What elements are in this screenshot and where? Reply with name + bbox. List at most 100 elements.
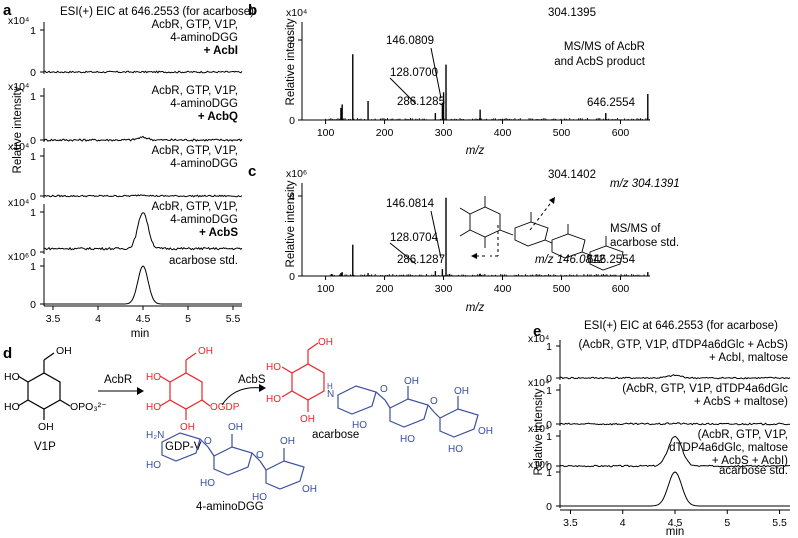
panel-a-scale-1: x10⁴: [8, 81, 29, 93]
panel-a-ytick-top-3: 1: [30, 207, 36, 219]
svg-text:O: O: [430, 396, 438, 407]
panel-e-trace-1: [559, 422, 791, 426]
svg-text:OH: OH: [280, 436, 295, 447]
svg-text:HO: HO: [252, 492, 267, 503]
panel-e-cond-3-0: acarbose std.: [719, 465, 788, 477]
svg-text:HO: HO: [4, 371, 20, 383]
panel-a-trace-0: [44, 70, 243, 74]
svg-text:OH: OH: [198, 346, 213, 357]
panel-c-scale: x10⁶: [286, 168, 307, 180]
svg-text:OH: OH: [478, 426, 493, 437]
panel-e-ytick-top-0: 1: [546, 341, 552, 353]
panel-c-spectrum: [325, 197, 650, 276]
svg-text:H: H: [327, 382, 333, 391]
panel-c-annot-2: acarbose std.: [610, 237, 679, 249]
panel-c-arrowhead-146: [471, 253, 477, 259]
panel-e-xtick-3: 5: [724, 517, 730, 529]
aminodgg-structure: [161, 432, 305, 490]
panel-a-cond-3-1: 4-aminoDGG: [170, 214, 238, 226]
panel-a-cond-1-1: 4-aminoDGG: [170, 98, 238, 110]
svg-text:OH: OH: [180, 422, 195, 433]
panel-e-cond-1-0: (AcbR, GTP, V1P, dTDP4a6dGlc: [622, 383, 788, 395]
svg-text:H₂N: H₂N: [146, 430, 164, 441]
panel-b-label-286: 286.1285: [397, 96, 445, 108]
panel-e-ytick-top-1: 1: [546, 385, 552, 397]
panel-a-trace-4: [44, 265, 242, 305]
panel-a-xtick-3: 5: [185, 313, 191, 325]
svg-text:OH: OH: [404, 376, 419, 387]
svg-text:OH: OH: [318, 337, 333, 348]
panel-c-ytick-4: 4: [289, 191, 295, 203]
panel-d-label: d: [3, 345, 12, 362]
svg-text:HO: HO: [200, 478, 215, 489]
panel-a-scale-4: x10⁶: [8, 251, 29, 263]
panel-a-scale-2: x10⁴: [8, 141, 29, 153]
panel-a-ytick-bot-1: 0: [30, 135, 36, 147]
svg-text:HO: HO: [352, 420, 367, 431]
panel-e-cond-2-2: + AcbS + AcbI): [712, 455, 788, 467]
panel-e-xtick-1: 4: [620, 517, 626, 529]
panel-e-scale-0: x10⁴: [528, 333, 549, 345]
panel-b-ytick-2: 2: [289, 35, 295, 47]
svg-text:N: N: [327, 389, 334, 400]
panel-a-cond-3-0: AcbR, GTP, V1P,: [151, 201, 238, 213]
panel-e-trace-0: [559, 374, 791, 380]
panel-e-ytick-top-2: 1: [546, 431, 552, 443]
panel-b-xtick-5: 600: [612, 127, 630, 139]
panel-e-scale-2: x10⁴: [528, 423, 549, 435]
panel-a-scale-3: x10⁴: [8, 197, 29, 209]
acarbose-label: acarbose: [312, 429, 359, 441]
panel-a-cond-0-0: AcbR, GTP, V1P,: [151, 19, 238, 31]
svg-text:HO: HO: [146, 402, 161, 413]
panel-a-trace-3: [43, 212, 243, 251]
panel-c-acarbose-structure: [459, 196, 624, 271]
svg-text:OH: OH: [302, 484, 317, 495]
panel-b-leader-146: [430, 47, 442, 99]
panel-c-xtick-5: 600: [612, 283, 630, 295]
panel-a-label: a: [3, 2, 12, 19]
panel-c-leader-128: [389, 242, 417, 265]
panel-b-label-128: 128.0700: [390, 67, 438, 79]
panel-b-leader-128: [389, 77, 417, 105]
panel-b-scale: x10⁴: [286, 7, 307, 19]
panel-b-label-646: 646.2554: [587, 97, 636, 109]
panel-e-ylabel: Relative intensity: [533, 388, 545, 475]
panel-b-ylabel: Relative intensity: [285, 18, 297, 105]
panel-c-xtick-0: 100: [317, 283, 335, 295]
panel-a-ytick-bot-0: 0: [30, 67, 36, 79]
svg-text:OH: OH: [38, 421, 54, 433]
svg-text:HO: HO: [448, 444, 463, 455]
svg-text:HO: HO: [146, 372, 161, 383]
panel-b-label: b: [248, 2, 257, 19]
panel-e-xtick-0: 3.5: [563, 517, 578, 529]
panel-b-spectrum: [325, 54, 650, 120]
panel-b-xticks: 100 200 300 400 500 600: [317, 120, 630, 139]
acbs-label: AcbS: [238, 374, 266, 386]
svg-text:HO: HO: [266, 362, 281, 373]
panel-c-xticks: 100 200 300 400 500 600: [317, 276, 630, 295]
gdpv-label: GDP-V: [165, 441, 202, 453]
panel-b-ytick-0: 0: [289, 115, 295, 127]
panel-b-xtick-0: 100: [317, 127, 335, 139]
panel-a-xtick-0: 3.5: [46, 313, 61, 325]
panel-c-label: c: [248, 163, 256, 180]
gdpv-ogdp: OGDP: [210, 402, 240, 413]
panel-c-frag-arrow-304: [529, 199, 554, 231]
panel-e-xtick-4: 5.5: [772, 517, 787, 529]
panel-a-ytick-top-4: 1: [30, 261, 36, 273]
svg-text:HO: HO: [400, 434, 415, 445]
panel-e-xtick-2: 4.5: [668, 517, 683, 529]
panel-c-label-304: 304.1402: [548, 169, 596, 181]
panel-e-ytick-bot-1: 0: [546, 419, 552, 431]
panel-a-ytick-top-2: 1: [30, 151, 36, 163]
panel-a-trace-1: [43, 135, 243, 142]
panel-a-xtick-1: 4: [95, 313, 101, 325]
panel-c-xlabel: m/z: [466, 302, 485, 314]
panel-a-xtick-4: 5.5: [226, 313, 241, 325]
aminodgg-label: 4-aminoDGG: [196, 501, 264, 513]
panel-c-label-286: 286.1287: [397, 254, 445, 266]
panel-c-xtick-4: 500: [553, 283, 571, 295]
panel-e-label: e: [533, 323, 541, 340]
